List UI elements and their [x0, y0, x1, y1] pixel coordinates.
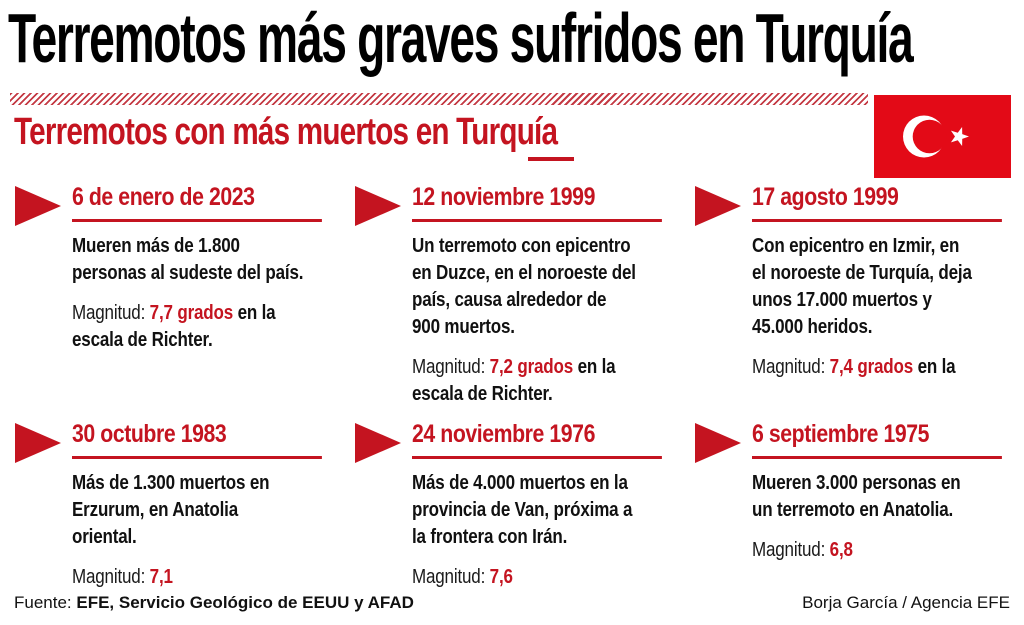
- magnitude-suffix: en la escala de Richter.: [72, 301, 276, 351]
- entry-description: Con epicentro en Izmir, en el noroeste d…: [752, 234, 972, 338]
- entry-content: 24 noviembre 1976 Más de 4.000 muertos e…: [412, 420, 662, 591]
- magnitude-label: Magnitud:: [412, 565, 490, 588]
- entry-date: 30 octubre 1983: [72, 420, 322, 459]
- magnitude-label: Magnitud:: [752, 355, 830, 378]
- triangle-bullet-icon: [695, 423, 741, 463]
- entry-content: 12 noviembre 1999 Un terremoto con epice…: [412, 183, 662, 408]
- earthquake-entry-1999-aug: 17 agosto 1999 Con epicentro en Izmir, e…: [695, 183, 1024, 381]
- earthquake-entry-1976: 24 noviembre 1976 Más de 4.000 muertos e…: [355, 420, 706, 591]
- entry-content: 6 septiembre 1975 Mueren 3.000 personas …: [752, 420, 1002, 564]
- entry-content: 17 agosto 1999 Con epicentro en Izmir, e…: [752, 183, 1002, 381]
- triangle-bullet-icon: [15, 186, 61, 226]
- entry-date: 24 noviembre 1976: [412, 420, 662, 459]
- earthquake-entry-2023: 6 de enero de 2023 Mueren más de 1.800 p…: [15, 183, 366, 354]
- page-title: Terremotos más graves sufridos en Turquí…: [8, 0, 914, 77]
- entry-description: Más de 1.300 muertos en Erzurum, en Anat…: [72, 471, 270, 548]
- entry-magnitude: Magnitud: 7,7 grados en la escala de Ric…: [72, 300, 322, 354]
- magnitude-value: 7,7 grados: [149, 301, 234, 324]
- source-label: Fuente:: [14, 593, 77, 612]
- earthquake-entry-1983: 30 octubre 1983 Más de 1.300 muertos en …: [15, 420, 366, 591]
- magnitude-label: Magnitud:: [72, 301, 150, 324]
- entry-magnitude: Magnitud: 7,6: [412, 564, 662, 591]
- magnitude-suffix: en la: [913, 355, 956, 378]
- source-line: Fuente: EFE, Servicio Geológico de EEUU …: [14, 593, 414, 613]
- triangle-bullet-icon: [695, 186, 741, 226]
- magnitude-suffix: en la escala de Richter.: [412, 355, 616, 405]
- earthquake-entry-1975: 6 septiembre 1975 Mueren 3.000 personas …: [695, 420, 1024, 564]
- magnitude-value: 7,4 grados: [829, 355, 914, 378]
- magnitude-value: 7,1: [149, 565, 173, 588]
- entry-magnitude: Magnitud: 7,1: [72, 564, 322, 591]
- entry-content: 30 octubre 1983 Más de 1.300 muertos en …: [72, 420, 322, 591]
- entry-description: Mueren 3.000 personas en un terremoto en…: [752, 471, 961, 521]
- hatched-divider: [10, 93, 868, 105]
- source-text: EFE, Servicio Geológico de EEUU y AFAD: [76, 593, 414, 612]
- credit-line: Borja García / Agencia EFE: [802, 593, 1010, 612]
- section-subtitle: Terremotos con más muertos en Turquía: [14, 111, 558, 153]
- magnitude-value: 6,8: [829, 538, 853, 561]
- triangle-bullet-icon: [355, 186, 401, 226]
- entry-magnitude: Magnitud: 7,2 grados en la escala de Ric…: [412, 354, 662, 408]
- entry-date: 6 septiembre 1975: [752, 420, 1002, 459]
- entry-date: 12 noviembre 1999: [412, 183, 662, 222]
- magnitude-label: Magnitud:: [72, 565, 150, 588]
- magnitude-label: Magnitud:: [412, 355, 490, 378]
- magnitude-label: Magnitud:: [752, 538, 830, 561]
- entry-magnitude: Magnitud: 6,8: [752, 537, 1002, 564]
- entry-date: 17 agosto 1999: [752, 183, 1002, 222]
- entry-description: Un terremoto con epicentro en Duzce, en …: [412, 234, 636, 338]
- entry-content: 6 de enero de 2023 Mueren más de 1.800 p…: [72, 183, 322, 354]
- entry-magnitude: Magnitud: 7,4 grados en la: [752, 354, 1002, 381]
- subtitle-underline: [528, 157, 574, 161]
- magnitude-value: 7,6: [489, 565, 513, 588]
- magnitude-value: 7,2 grados: [489, 355, 574, 378]
- earthquake-entry-1999-nov: 12 noviembre 1999 Un terremoto con epice…: [355, 183, 706, 408]
- entry-description: Mueren más de 1.800 personas al sudeste …: [72, 234, 304, 284]
- turkey-flag-icon: [874, 95, 1011, 178]
- triangle-bullet-icon: [355, 423, 401, 463]
- footer: Fuente: EFE, Servicio Geológico de EEUU …: [14, 593, 1010, 613]
- entry-description: Más de 4.000 muertos en la provincia de …: [412, 471, 633, 548]
- triangle-bullet-icon: [15, 423, 61, 463]
- entry-date: 6 de enero de 2023: [72, 183, 322, 222]
